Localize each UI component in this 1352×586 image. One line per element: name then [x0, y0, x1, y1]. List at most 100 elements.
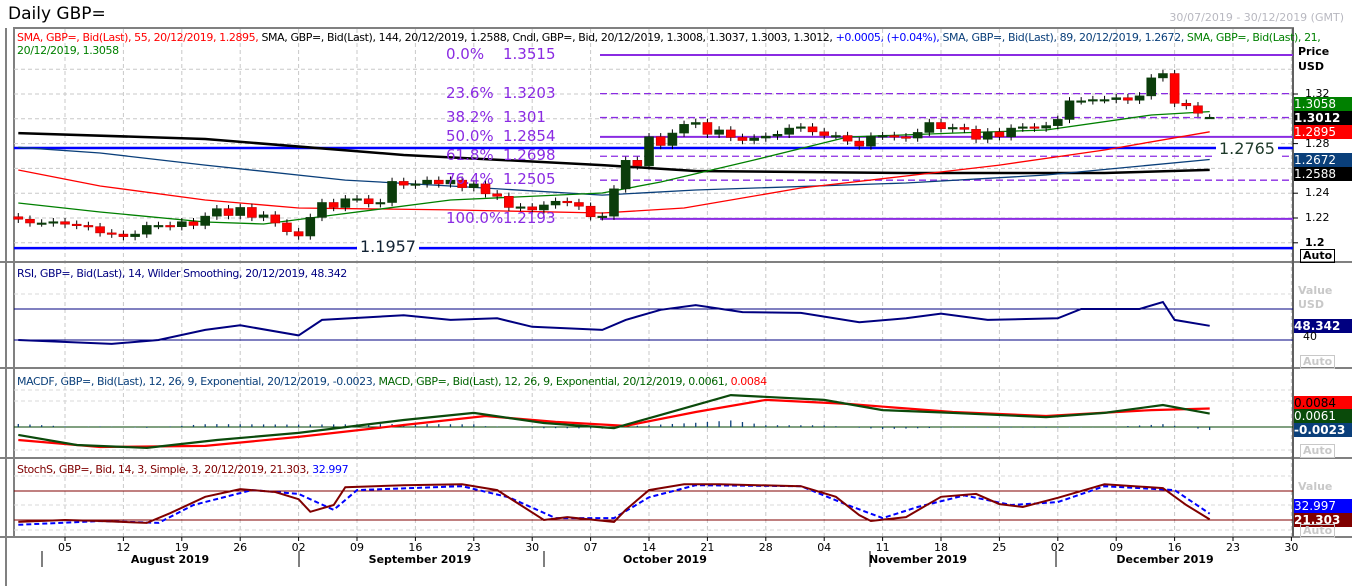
fib-percent: 76.4%: [446, 170, 494, 189]
candle: [632, 160, 643, 167]
candle: [994, 131, 1005, 138]
x-tick-label: 07: [583, 541, 598, 554]
candle: [375, 202, 386, 205]
price-tick-label: 1.32: [1305, 87, 1330, 100]
x-tick-label: 12: [116, 541, 131, 554]
candle: [118, 233, 129, 237]
candle: [737, 137, 748, 141]
candle: [597, 215, 608, 218]
fib-percent: 50.0%: [446, 126, 494, 145]
month-label: August 2019: [130, 553, 210, 566]
price-value-box: 1.3058: [1294, 97, 1352, 111]
price-value-box: 1.2588: [1294, 167, 1352, 181]
candle: [1006, 127, 1016, 138]
candle: [889, 135, 900, 138]
stoch-legend-segment: StochS, GBP=, Bid, 14, 3, Simple, 3, 20/…: [17, 463, 313, 476]
price-auto-button[interactable]: Auto: [1300, 249, 1336, 263]
candle: [1204, 117, 1215, 120]
x-tick-label: 14: [642, 541, 656, 554]
fib-level: 1.2854: [503, 126, 556, 145]
candle: [457, 179, 467, 188]
candle: [282, 222, 292, 232]
x-tick-label: 21: [700, 541, 715, 554]
candle: [1123, 97, 1133, 101]
candle: [819, 131, 830, 136]
month-label: November 2019: [868, 553, 968, 566]
x-tick-label: 16: [408, 541, 423, 554]
stoch-legend-segment: 32.997: [312, 463, 349, 476]
candle: [141, 225, 152, 235]
x-tick-label: 25: [992, 541, 1007, 554]
fib-level: 1.2698: [503, 146, 556, 165]
candle: [644, 136, 654, 167]
candle: [445, 179, 456, 185]
candle: [982, 131, 993, 140]
macd-value-box: 0.0061: [1294, 409, 1352, 423]
macd-line: [18, 393, 1210, 450]
rsi-auto-button[interactable]: Auto: [1300, 355, 1336, 369]
candle: [212, 208, 222, 217]
candle: [95, 226, 105, 234]
fib-level: 1.2193: [503, 208, 556, 227]
x-tick-label: 11: [875, 541, 890, 554]
candle: [539, 204, 549, 211]
x-tick-label: 04: [817, 541, 832, 554]
rsi-tick-40: 40: [1303, 330, 1317, 343]
x-tick-label: 23: [466, 541, 481, 554]
candle: [679, 124, 689, 134]
candle: [912, 132, 923, 139]
candle: [106, 232, 117, 235]
candle: [574, 202, 584, 207]
candle: [130, 233, 140, 237]
candle: [1181, 103, 1192, 107]
date-range: 30/07/2019 - 30/12/2019 (GMT): [1169, 11, 1344, 24]
x-tick-label: 23: [1226, 541, 1240, 554]
candle: [247, 207, 257, 218]
price-axis-unit: USD: [1298, 60, 1324, 73]
x-tick-label: 26: [233, 541, 248, 554]
price-value-box: 1.3012: [1294, 111, 1352, 125]
price-legend-line2: 20/12/2019, 1.3058: [17, 44, 119, 57]
candle: [936, 122, 946, 130]
x-tick-label: 09: [1109, 541, 1124, 554]
candle: [1134, 95, 1145, 101]
macd-auto-button[interactable]: Auto: [1300, 444, 1336, 458]
candle: [305, 217, 316, 237]
candle: [48, 221, 59, 224]
x-tick-label: 19: [174, 541, 189, 554]
candle: [433, 179, 444, 185]
candle: [25, 218, 35, 224]
x-tick-label: 09: [350, 541, 364, 554]
macd-value-box: -0.0023: [1294, 423, 1352, 437]
candle: [527, 206, 538, 211]
x-tick-label: 16: [1167, 541, 1182, 554]
fib-percent: 0.0%: [446, 44, 485, 63]
level-label-1-2765: 1.2765: [1216, 139, 1278, 158]
candle: [1111, 97, 1122, 100]
candle: [165, 225, 175, 228]
candle: [901, 136, 911, 139]
rsi-axis-unit: USD: [1298, 298, 1324, 311]
candle: [550, 200, 561, 206]
candle: [188, 221, 199, 226]
candle: [947, 127, 958, 130]
price-axis-header: Price: [1298, 45, 1330, 58]
stoch-auto-button[interactable]: Auto: [1300, 524, 1336, 538]
candle: [877, 135, 888, 138]
price-value-box: 1.2672: [1294, 153, 1352, 167]
month-label: October 2019: [623, 553, 707, 566]
candle: [340, 198, 351, 208]
price-tick-label: 1.28: [1305, 136, 1330, 150]
candle: [270, 214, 281, 224]
candle: [410, 183, 421, 186]
level-label-1-1957: 1.1957: [357, 237, 419, 256]
stoch-axis-header: Value: [1298, 480, 1333, 493]
price-legend-segment: +0.0005, (+0.04%),: [835, 31, 943, 44]
candle: [469, 183, 479, 188]
candle: [1088, 99, 1098, 102]
macd-legend-segment: MACDF, GBP=, Bid(Last), 12, 26, 9, Expon…: [17, 375, 379, 388]
candle: [667, 132, 678, 146]
stoch-value-box: 32.997: [1294, 499, 1352, 513]
